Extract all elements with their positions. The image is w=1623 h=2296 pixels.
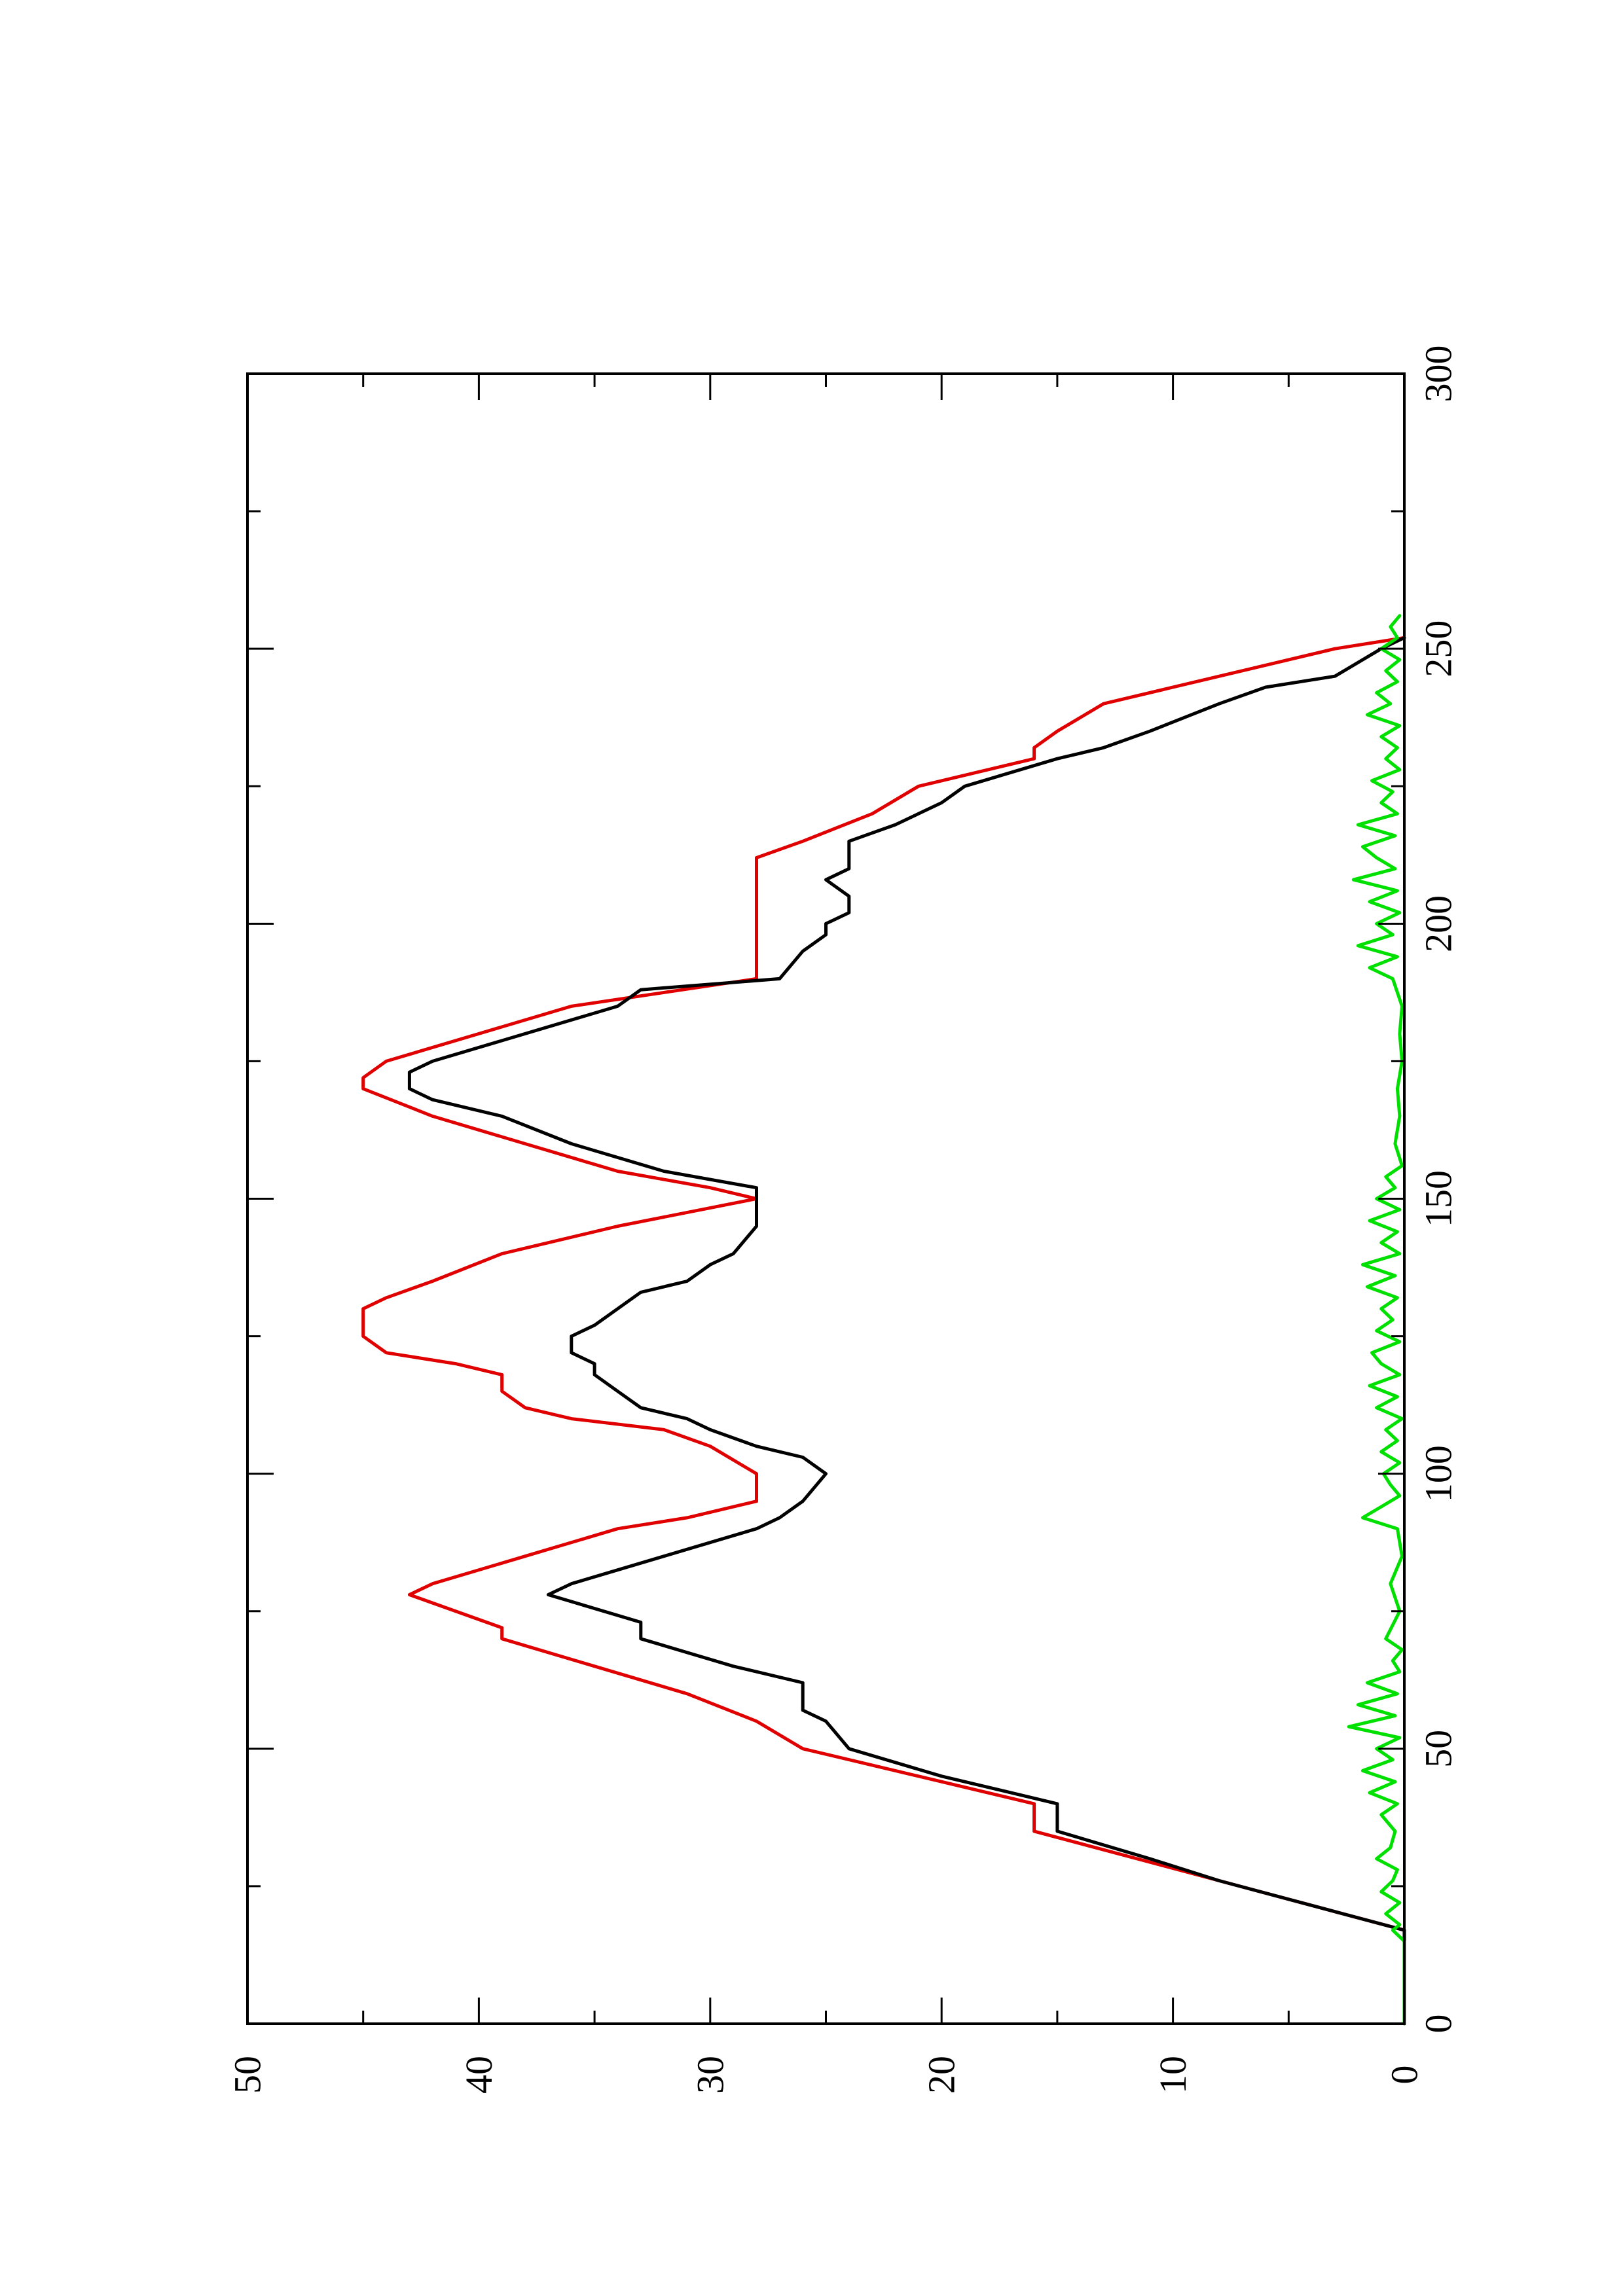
x-tick-label: 200 (1417, 895, 1460, 952)
x-tick-label: 100 (1417, 1445, 1460, 1502)
x-tick-label: 150 (1417, 1170, 1460, 1227)
series-line-2 (407, 636, 1406, 2026)
tick-layer: 0 50 100 150 200 250 300 0 10 20 30 40 50 (227, 346, 1460, 2094)
y-tick-label: 0 (1383, 2066, 1426, 2085)
series-layer (361, 614, 1406, 2026)
series-line-3 (1347, 614, 1406, 2026)
y-tick-label: 50 (227, 2056, 269, 2094)
series-line-1 (361, 636, 1406, 2026)
y-tick-label: 40 (458, 2056, 500, 2094)
x-tick-label: 300 (1417, 346, 1460, 403)
y-tick-label: 20 (921, 2056, 963, 2094)
x-tick-label: 50 (1417, 1730, 1460, 1768)
y-tick-label: 30 (689, 2056, 731, 2094)
x-tick-label: 0 (1417, 2015, 1460, 2034)
y-tick-label: 10 (1152, 2056, 1194, 2094)
x-tick-label: 250 (1417, 620, 1460, 677)
